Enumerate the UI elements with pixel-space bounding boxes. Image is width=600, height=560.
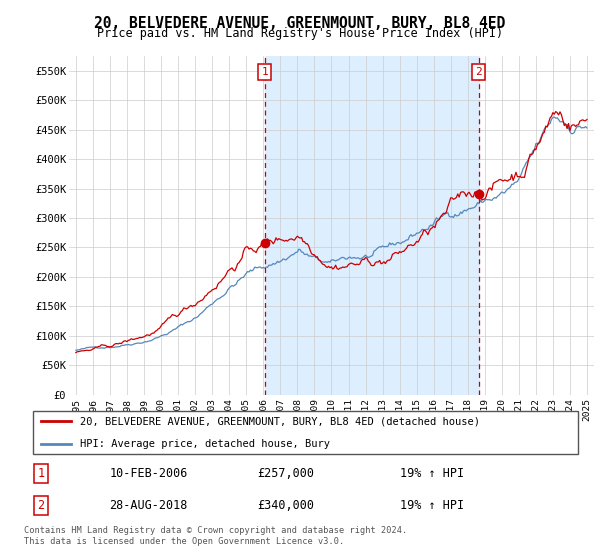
Text: 10-FEB-2006: 10-FEB-2006 [109, 467, 188, 480]
Bar [265, 56, 479, 395]
Text: 19% ↑ HPI: 19% ↑ HPI [400, 467, 464, 480]
Text: 2: 2 [476, 67, 482, 77]
Text: Contains HM Land Registry data © Crown copyright and database right 2024.
This d: Contains HM Land Registry data © Crown c… [24, 526, 407, 546]
Text: 20, BELVEDERE AVENUE, GREENMOUNT, BURY, BL8 4ED: 20, BELVEDERE AVENUE, GREENMOUNT, BURY, … [94, 16, 506, 31]
Text: 1: 1 [262, 67, 268, 77]
Text: HPI: Average price, detached house, Bury: HPI: Average price, detached house, Bury [80, 439, 329, 449]
Text: 2: 2 [37, 499, 44, 512]
FancyBboxPatch shape [33, 410, 578, 455]
Text: 20, BELVEDERE AVENUE, GREENMOUNT, BURY, BL8 4ED (detached house): 20, BELVEDERE AVENUE, GREENMOUNT, BURY, … [80, 416, 479, 426]
Text: 19% ↑ HPI: 19% ↑ HPI [400, 499, 464, 512]
Text: £340,000: £340,000 [257, 499, 314, 512]
Text: 1: 1 [37, 467, 44, 480]
Text: Price paid vs. HM Land Registry's House Price Index (HPI): Price paid vs. HM Land Registry's House … [97, 27, 503, 40]
Text: 28-AUG-2018: 28-AUG-2018 [109, 499, 188, 512]
Text: £257,000: £257,000 [257, 467, 314, 480]
